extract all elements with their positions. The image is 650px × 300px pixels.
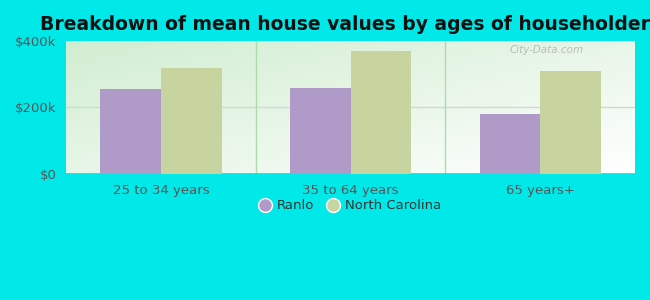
Bar: [480, 114, 540, 174]
Legend: Ranlo, North Carolina: Ranlo, North Carolina: [255, 194, 447, 217]
Text: City-Data.com: City-Data.com: [510, 45, 584, 55]
Bar: [290, 88, 350, 174]
Title: Breakdown of mean house values by ages of householders: Breakdown of mean house values by ages o…: [40, 15, 650, 34]
Bar: [540, 71, 601, 174]
Bar: [350, 51, 411, 174]
Bar: [161, 68, 222, 174]
Bar: [100, 89, 161, 174]
